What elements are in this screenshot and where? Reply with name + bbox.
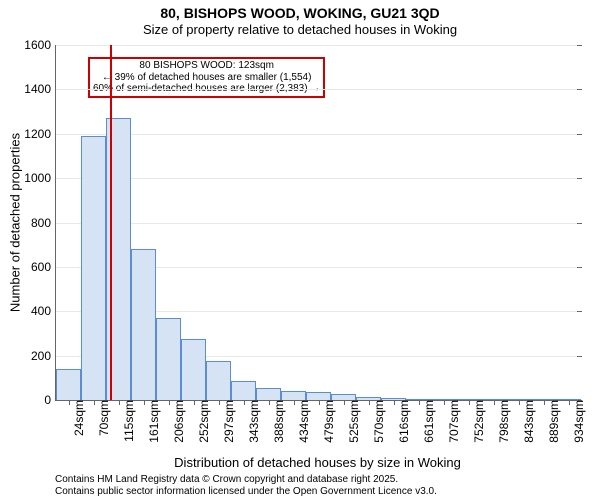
histogram-bar xyxy=(56,369,81,400)
chart-container: 80, BISHOPS WOOD, WOKING, GU21 3QD Size … xyxy=(0,0,600,500)
x-axis-label: Distribution of detached houses by size … xyxy=(55,455,580,470)
x-tick: 115sqm xyxy=(119,400,136,442)
footer-line1: Contains HM Land Registry data © Crown c… xyxy=(55,474,437,486)
grid-line xyxy=(56,178,581,179)
histogram-bar xyxy=(81,136,106,400)
y-tick: 1000 xyxy=(24,171,56,185)
histogram-bar xyxy=(306,392,331,400)
x-tick: 798sqm xyxy=(494,400,511,443)
x-tick: 24sqm xyxy=(69,400,86,436)
x-tick: 297sqm xyxy=(219,400,236,443)
chart-title: 80, BISHOPS WOOD, WOKING, GU21 3QD xyxy=(0,0,600,22)
x-tick: 161sqm xyxy=(144,400,161,443)
annotation-box: 80 BISHOPS WOOD: 123sqm ← 39% of detache… xyxy=(88,57,325,98)
y-tick: 0 xyxy=(44,393,56,407)
x-tick: 206sqm xyxy=(169,400,186,443)
property-marker-line xyxy=(110,45,112,400)
y-tick: 200 xyxy=(31,349,56,363)
plot-area: 80 BISHOPS WOOD: 123sqm ← 39% of detache… xyxy=(55,45,581,401)
x-tick: 70sqm xyxy=(94,400,111,436)
grid-line xyxy=(56,89,581,90)
x-tick: 525sqm xyxy=(344,400,361,443)
annotation-line1: 80 BISHOPS WOOD: 123sqm xyxy=(93,60,320,72)
chart-subtitle: Size of property relative to detached ho… xyxy=(0,22,600,38)
histogram-bar xyxy=(231,381,256,400)
y-tick: 400 xyxy=(31,304,56,318)
x-tick: 752sqm xyxy=(469,400,486,443)
y-tick: 600 xyxy=(31,260,56,274)
histogram-bar xyxy=(131,249,156,400)
x-tick: 252sqm xyxy=(194,400,211,443)
y-tick: 1600 xyxy=(24,38,56,52)
x-tick: 570sqm xyxy=(369,400,386,443)
annotation-line2: ← 39% of detached houses are smaller (1,… xyxy=(93,72,320,84)
histogram-bar xyxy=(281,391,306,400)
footer: Contains HM Land Registry data © Crown c… xyxy=(55,474,437,498)
y-tick: 800 xyxy=(31,216,56,230)
grid-line xyxy=(56,223,581,224)
histogram-bar xyxy=(256,388,281,400)
histogram-bar xyxy=(181,339,206,400)
y-tick: 1200 xyxy=(24,127,56,141)
histogram-bar xyxy=(156,318,181,400)
x-tick: 479sqm xyxy=(319,400,336,443)
x-tick: 843sqm xyxy=(519,400,536,443)
x-tick: 934sqm xyxy=(569,400,586,443)
y-tick: 1400 xyxy=(24,82,56,96)
x-tick: 889sqm xyxy=(544,400,561,443)
y-axis-label: Number of detached properties xyxy=(8,122,23,322)
grid-line xyxy=(56,134,581,135)
x-tick: 343sqm xyxy=(244,400,261,443)
x-tick: 388sqm xyxy=(269,400,286,443)
x-tick: 616sqm xyxy=(394,400,411,443)
x-tick: 434sqm xyxy=(294,400,311,443)
x-tick: 707sqm xyxy=(444,400,461,443)
footer-line2: Contains public sector information licen… xyxy=(55,486,437,498)
grid-line xyxy=(56,45,581,46)
histogram-bar xyxy=(206,361,231,400)
x-tick: 661sqm xyxy=(419,400,436,443)
